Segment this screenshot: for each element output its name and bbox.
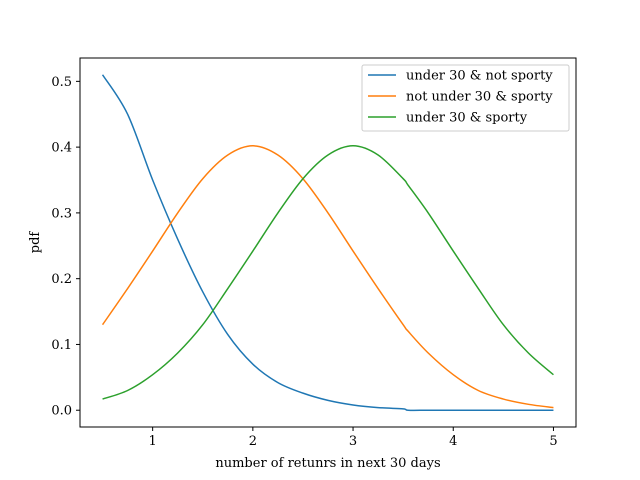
x-tick-label: 2: [249, 434, 257, 449]
y-ticks: 0.0 0.1 0.2 0.3 0.4 0.5: [51, 75, 80, 419]
x-tick-label: 3: [349, 434, 357, 449]
x-tick-label: 5: [549, 434, 557, 449]
x-tick-label: 1: [149, 434, 157, 449]
y-tick-label: 0.5: [51, 75, 72, 90]
legend-label-2: not under 30 & sporty: [406, 90, 553, 105]
legend-label-3: under 30 & sporty: [406, 111, 528, 126]
x-tick-label: 4: [449, 434, 457, 449]
series-line-3: [102, 145, 554, 400]
y-axis-title: pdf: [28, 231, 43, 254]
y-tick-label: 0.1: [51, 338, 72, 353]
y-tick-label: 0.3: [51, 206, 72, 221]
x-axis-title: number of retunrs in next 30 days: [215, 456, 440, 471]
y-tick-label: 0.4: [51, 141, 72, 156]
series-line-2: [101, 145, 554, 409]
x-ticks: 1 2 3 4 5: [149, 427, 558, 449]
legend: under 30 & not sporty not under 30 & spor…: [361, 64, 570, 132]
y-tick-label: 0.2: [51, 272, 72, 287]
legend-box: [361, 64, 570, 132]
axes-frame: [79, 57, 577, 428]
series-line-1: [101, 74, 554, 412]
y-tick-label: 0.0: [51, 404, 72, 419]
plot-lines: [101, 74, 554, 412]
legend-label-1: under 30 & not sporty: [406, 69, 553, 84]
